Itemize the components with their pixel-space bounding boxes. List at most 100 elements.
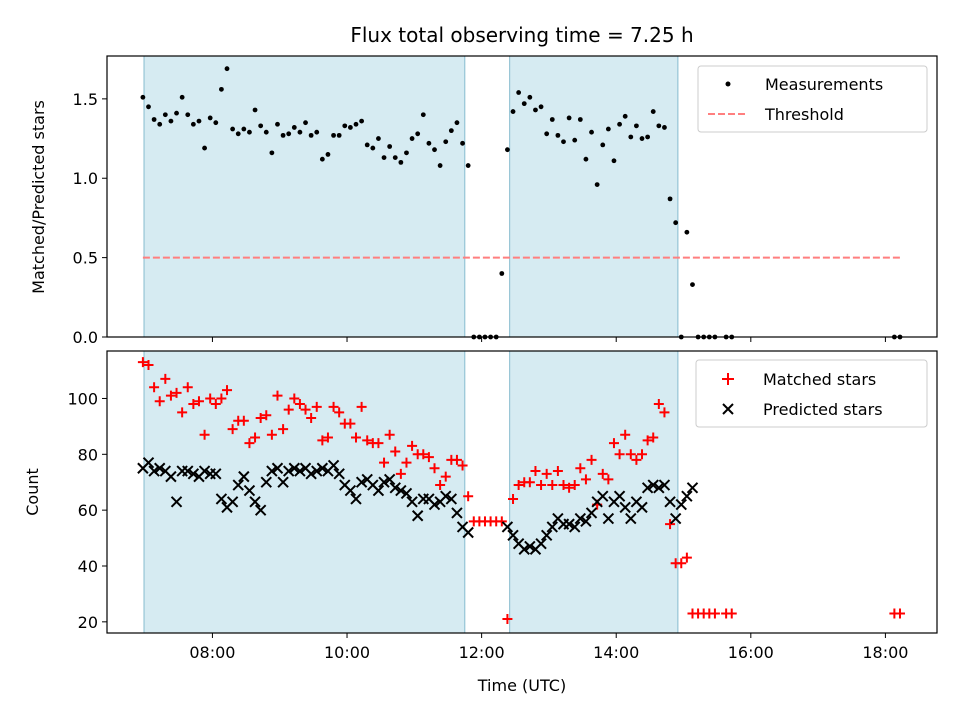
predicted-star-point — [344, 484, 357, 497]
top-legend-box — [697, 65, 928, 133]
measurement-point — [577, 117, 583, 122]
matched-star-point — [149, 382, 160, 393]
measurement-point — [364, 142, 370, 148]
measurement-point — [583, 156, 589, 162]
y-tick-label: 1.5 — [73, 90, 98, 109]
predicted-star-point — [249, 496, 261, 508]
predicted-star-point — [535, 537, 547, 550]
matched-star-point — [659, 407, 670, 418]
measurement-point — [594, 182, 600, 187]
predicted-star-point — [165, 470, 177, 483]
measurement-point — [275, 121, 280, 127]
matched-star-point — [143, 359, 154, 370]
matched-star-point — [726, 608, 737, 619]
x-tick-label: 14:00 — [593, 643, 639, 662]
matched-star-point — [222, 385, 233, 396]
predicted-star-point — [462, 526, 474, 539]
predicted-star-point — [395, 484, 407, 497]
matched-star-point — [597, 468, 608, 479]
matched-star-point — [216, 393, 227, 404]
predicted-star-point — [294, 465, 306, 477]
measurement-point — [605, 126, 611, 132]
matched-star-point — [463, 491, 474, 502]
measurement-point — [432, 147, 437, 153]
measurement-point — [538, 104, 544, 110]
predicted-star-point — [372, 484, 385, 497]
top-shaded-regions — [143, 55, 679, 338]
matched-star-point — [665, 519, 676, 530]
measurement-point — [634, 123, 639, 129]
measurement-point — [381, 155, 387, 161]
predicted-star-point — [406, 496, 418, 508]
matched-star-point — [182, 382, 193, 393]
measurement-point — [196, 118, 202, 124]
predicted-star-point — [383, 473, 396, 486]
measurement-point — [650, 109, 656, 114]
matched-star-point — [193, 396, 204, 407]
matched-star-point — [334, 407, 345, 418]
predicted-star-point — [142, 456, 155, 469]
measurement-point — [247, 129, 252, 135]
predicted-star-point — [658, 479, 671, 491]
predicted-star-point — [355, 476, 368, 488]
y-tick-label: 60 — [78, 501, 98, 520]
measurement-point — [207, 115, 213, 121]
x-tick-label: 16:00 — [728, 643, 774, 662]
measurement-point — [213, 120, 219, 126]
measurement-point — [162, 112, 168, 118]
measurement-point — [376, 136, 381, 141]
matched-star-point — [709, 608, 720, 619]
predicted-star-point — [597, 490, 609, 502]
predicted-star-point — [686, 482, 699, 494]
matched-star-point — [564, 482, 575, 493]
measurement-point — [151, 117, 157, 122]
measurement-point — [392, 155, 398, 161]
bottom-matched-points — [137, 357, 905, 625]
matched-star-point — [608, 438, 619, 449]
predicted-star-point — [232, 479, 244, 491]
measurement-point — [690, 282, 695, 288]
measurement-point — [325, 152, 331, 157]
measurement-point — [258, 123, 264, 129]
matched-star-point — [575, 463, 586, 474]
predicted-star-point — [198, 465, 211, 477]
x-tick-label: 18:00 — [862, 643, 908, 662]
predicted-star-point — [540, 529, 553, 541]
measurement-point — [174, 110, 179, 116]
matched-star-point — [513, 480, 524, 491]
predicted-star-point — [602, 512, 615, 525]
measurement-point — [286, 131, 292, 137]
matched-star-point — [648, 432, 659, 443]
matched-star-point — [642, 435, 653, 446]
measurement-point — [510, 109, 516, 114]
measurement-point — [269, 150, 275, 156]
predicted-star-point — [669, 512, 682, 525]
measurement-point — [291, 125, 297, 130]
predicted-star-point — [445, 493, 458, 505]
matched-star-point — [429, 463, 440, 474]
matched-star-point — [255, 413, 266, 424]
predicted-star-point — [563, 518, 575, 530]
bottom-legend: Matched stars Predicted stars — [695, 359, 928, 428]
measurement-point — [589, 129, 594, 135]
measurement-point — [263, 129, 269, 135]
measurement-point — [673, 220, 679, 226]
measurement-point — [600, 142, 606, 148]
legend-marker-matched — [722, 373, 734, 385]
measurement-point — [628, 134, 634, 140]
matched-star-point — [160, 373, 171, 384]
predicted-star-point — [148, 465, 160, 477]
predicted-star-point — [327, 459, 340, 472]
measurement-point — [667, 196, 673, 202]
matched-star-point — [199, 429, 210, 440]
matched-star-point — [524, 477, 535, 488]
matched-star-point — [530, 466, 541, 477]
y-tick-label: 0.0 — [73, 328, 98, 347]
measurement-point — [347, 125, 353, 130]
measurement-point — [437, 163, 443, 168]
legend-label-measurements: Measurements — [765, 75, 883, 94]
measurement-point — [415, 131, 421, 137]
matched-star-point — [631, 454, 642, 465]
x-tick-label: 12:00 — [459, 643, 505, 662]
matched-star-point — [894, 608, 905, 619]
